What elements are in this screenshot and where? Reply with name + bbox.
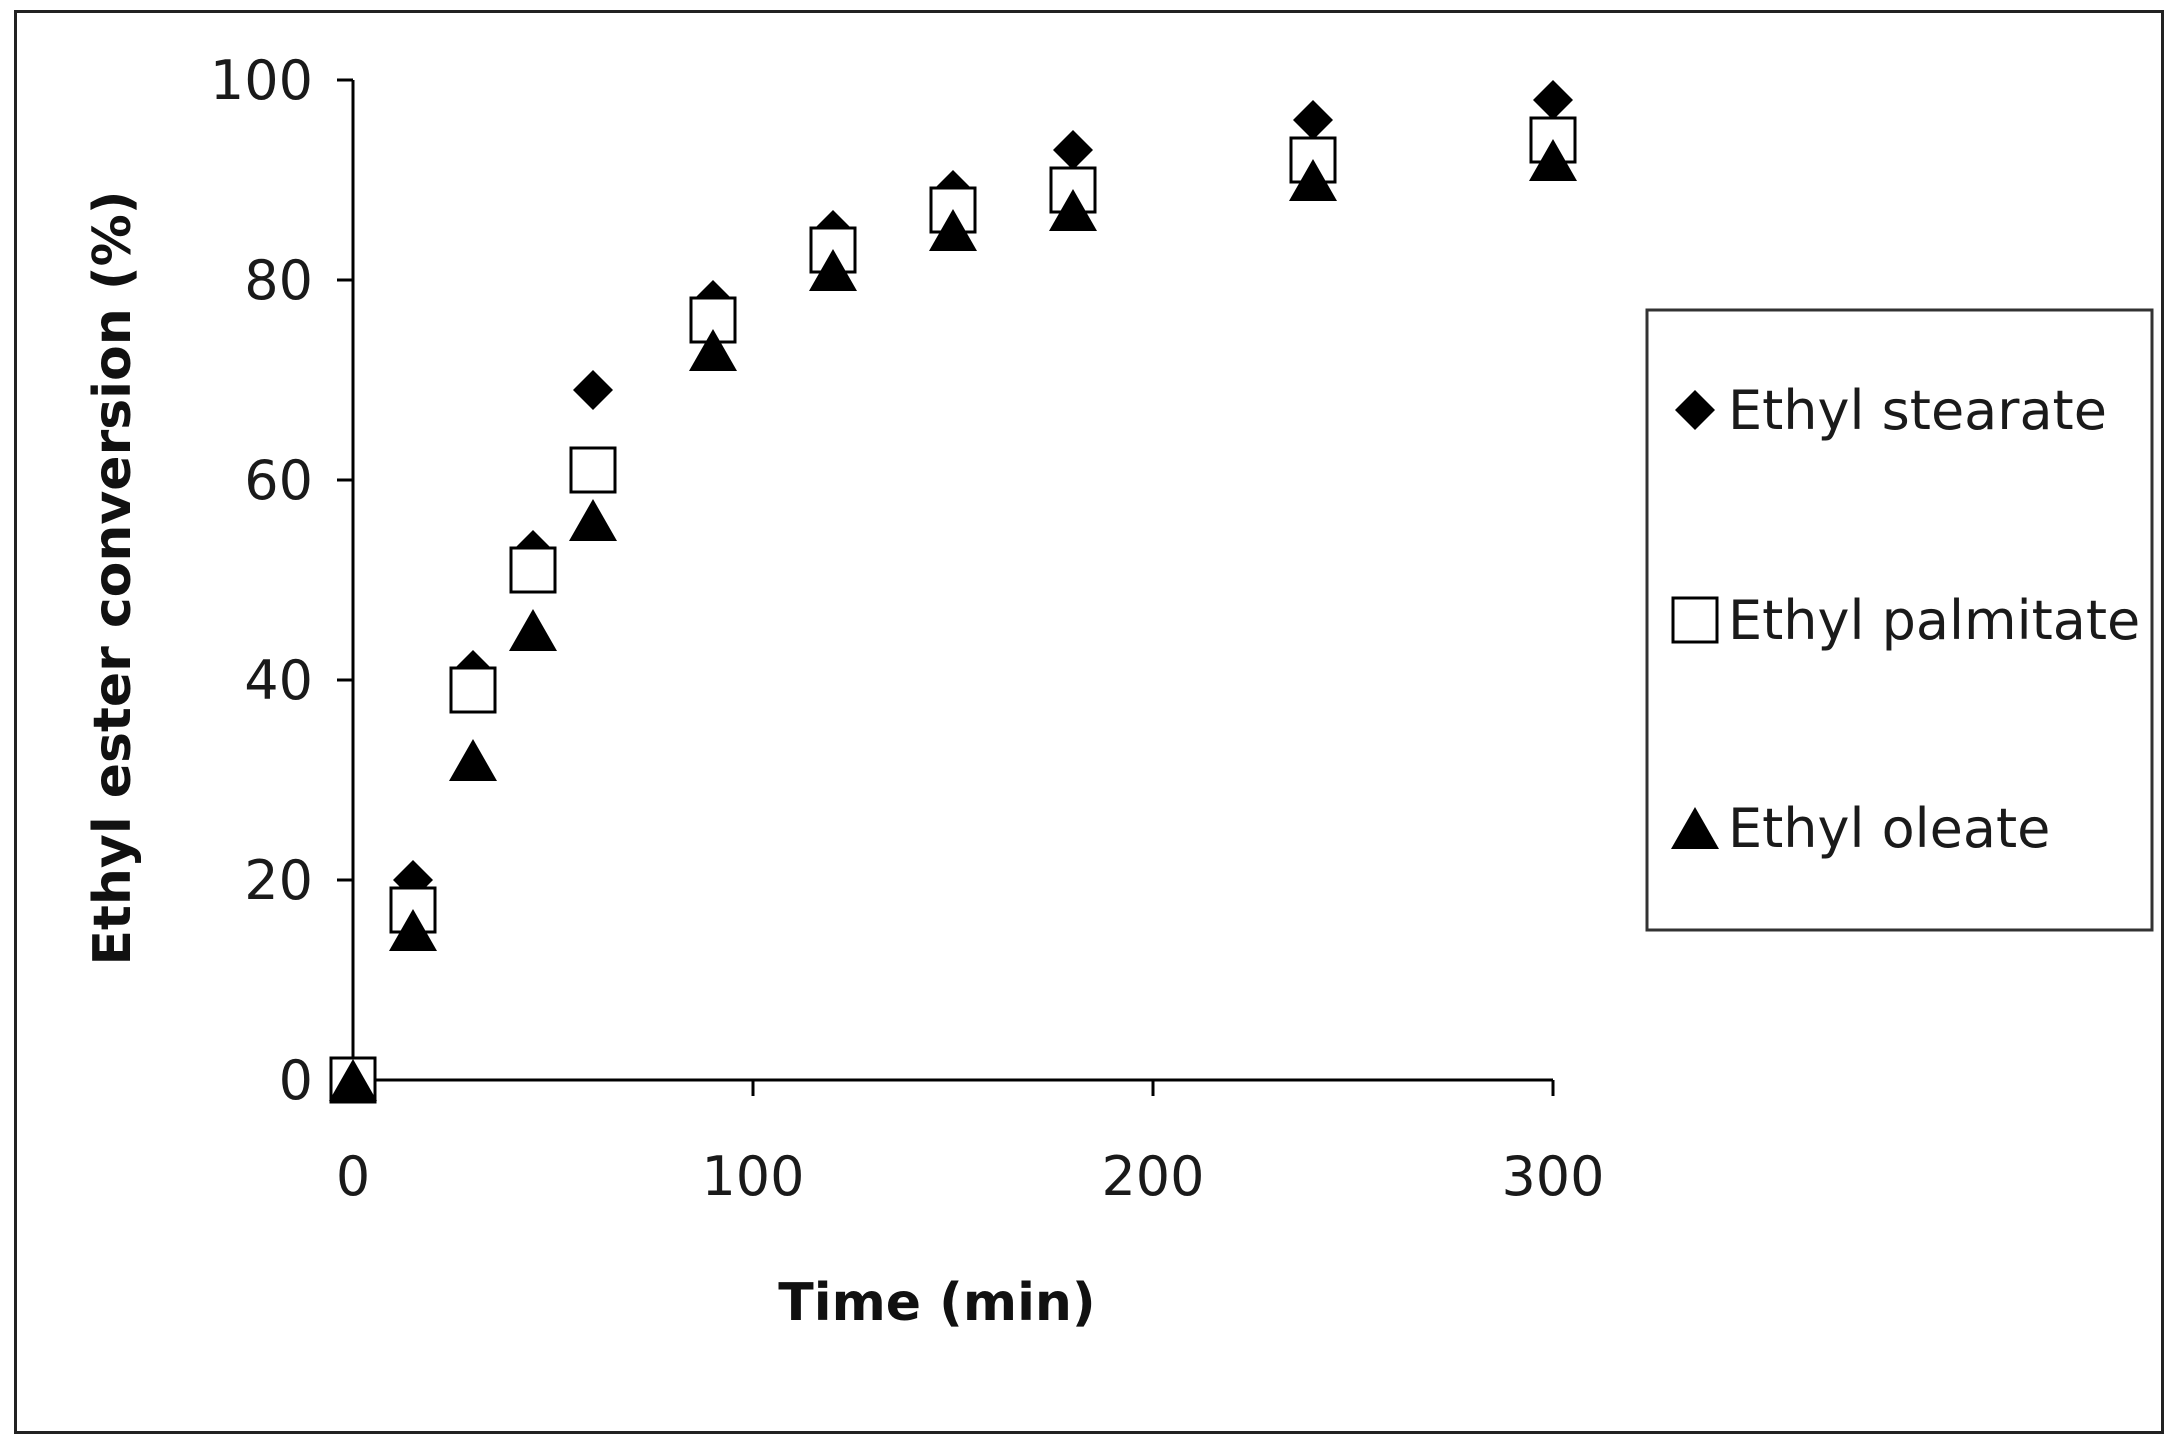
data-points bbox=[329, 80, 1577, 1104]
data-point bbox=[1293, 100, 1333, 140]
x-tick-label: 300 bbox=[1501, 1145, 1604, 1208]
legend-marker bbox=[1671, 596, 1719, 644]
data-point bbox=[573, 370, 613, 410]
y-tick-label: 60 bbox=[244, 449, 313, 512]
data-point bbox=[569, 446, 617, 494]
data-point bbox=[809, 249, 857, 291]
data-point bbox=[929, 209, 977, 251]
data-point bbox=[329, 1059, 377, 1101]
data-point bbox=[389, 909, 437, 951]
y-tick-label: 80 bbox=[244, 249, 313, 312]
data-point bbox=[569, 499, 617, 541]
legend-marker bbox=[1671, 807, 1719, 849]
x-tick-label: 200 bbox=[1101, 1145, 1204, 1208]
legend-label: Ethyl palmitate bbox=[1728, 589, 2140, 652]
data-point bbox=[1289, 159, 1337, 201]
y-tick-label: 20 bbox=[244, 849, 313, 912]
data-point bbox=[1049, 189, 1097, 231]
axes bbox=[351, 80, 1553, 1082]
ticks: 0 20 40 60 80 100 0 100 200 300 bbox=[210, 49, 1605, 1208]
y-axis-title: Ethyl ester conversion (%) bbox=[83, 191, 143, 966]
legend-label: Ethyl oleate bbox=[1728, 797, 2050, 860]
y-tick-label: 0 bbox=[279, 1049, 313, 1112]
data-point bbox=[1529, 139, 1577, 181]
data-point bbox=[449, 666, 497, 714]
legend-box bbox=[1645, 308, 2154, 932]
x-tick-label: 0 bbox=[336, 1145, 370, 1208]
data-point bbox=[689, 329, 737, 371]
data-point bbox=[1533, 80, 1573, 120]
data-point bbox=[449, 739, 497, 781]
x-axis-title: Time (min) bbox=[778, 1273, 1095, 1333]
y-tick-label: 100 bbox=[210, 49, 313, 112]
legend-label: Ethyl stearate bbox=[1728, 379, 2107, 442]
x-tick-label: 100 bbox=[701, 1145, 804, 1208]
y-tick-label: 40 bbox=[244, 649, 313, 712]
data-point bbox=[509, 546, 557, 594]
legend-marker bbox=[1675, 390, 1715, 430]
data-point bbox=[509, 609, 557, 651]
data-point bbox=[1053, 130, 1093, 170]
legend: Ethyl stearate Ethyl palmitate Ethyl oleat… bbox=[1645, 308, 2154, 932]
